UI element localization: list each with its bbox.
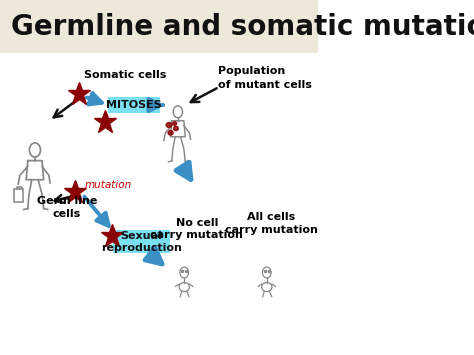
FancyBboxPatch shape [0, 0, 318, 53]
Text: MITOSES: MITOSES [106, 100, 162, 110]
Text: Germ line
cells: Germ line cells [36, 196, 97, 219]
Text: mutation: mutation [84, 180, 131, 190]
Text: No cell
carry mutation: No cell carry mutation [150, 218, 243, 240]
Ellipse shape [173, 126, 178, 131]
Text: Population
of mutant cells: Population of mutant cells [218, 66, 311, 90]
Text: Sexual
reproduction: Sexual reproduction [101, 231, 182, 252]
Text: Somatic cells: Somatic cells [84, 70, 166, 80]
Text: Germline and somatic mutations: Germline and somatic mutations [11, 13, 474, 40]
Ellipse shape [173, 122, 177, 125]
Ellipse shape [168, 130, 173, 135]
FancyBboxPatch shape [113, 230, 170, 253]
Ellipse shape [166, 122, 172, 127]
FancyBboxPatch shape [108, 97, 160, 113]
Text: All cells
carry mutation: All cells carry mutation [225, 212, 318, 235]
